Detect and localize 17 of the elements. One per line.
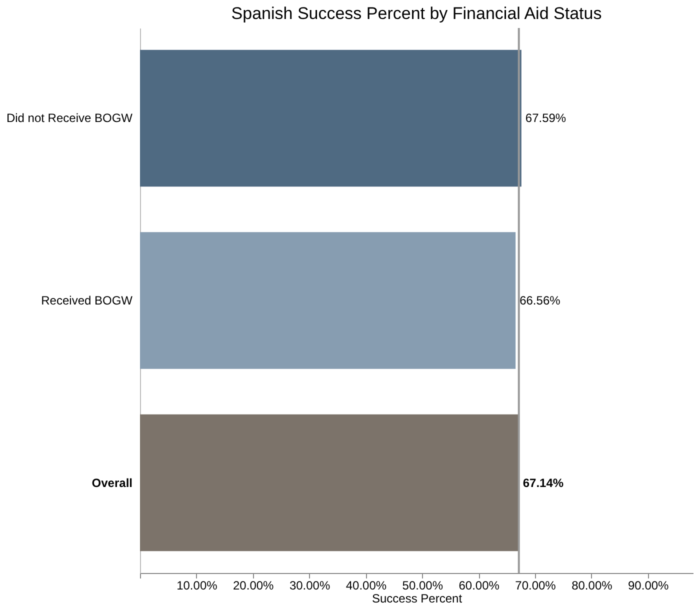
data-label: 66.56% (520, 294, 561, 308)
x-tick-label: 10.00% (176, 578, 218, 592)
x-tick-label: 60.00% (458, 578, 500, 592)
x-tick-label: 40.00% (346, 578, 387, 592)
x-tick-label: 80.00% (572, 578, 613, 592)
x-tick-label: 20.00% (233, 578, 274, 592)
x-tick-label: 30.00% (289, 578, 330, 592)
x-tick-label: 70.00% (515, 578, 556, 592)
data-label: 67.14% (522, 476, 564, 490)
y-tick-label: Did not Receive BOGW (6, 111, 134, 126)
data-label: 67.59% (525, 111, 566, 126)
x-tick-label: 90.00% (628, 578, 670, 592)
x-tick-label: 50.00% (402, 578, 444, 592)
chart-title: Spanish Success Percent by Financial Aid Status (231, 4, 602, 23)
y-tick-label: Overall (92, 476, 132, 490)
y-tick-label: Received BOGW (41, 294, 134, 308)
x-axis-title: Success Percent (372, 592, 463, 606)
